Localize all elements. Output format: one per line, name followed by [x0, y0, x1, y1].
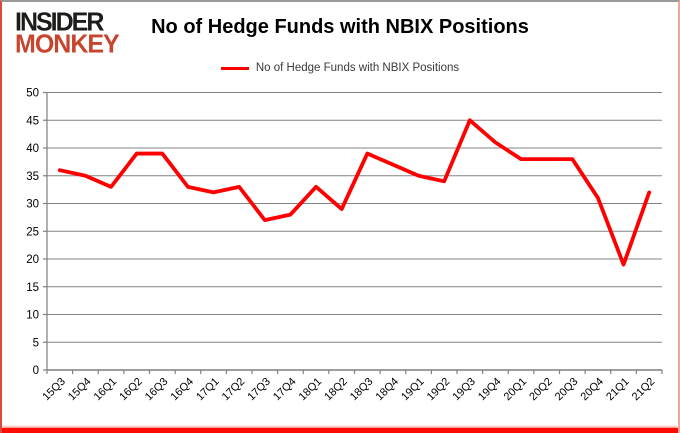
x-tick-label: 19Q2	[425, 376, 453, 404]
x-tick-label: 16Q1	[92, 376, 120, 404]
legend-line-swatch	[220, 66, 249, 70]
x-tick-label: 17Q3	[245, 376, 273, 404]
x-tick-label: 17Q4	[271, 376, 299, 404]
x-tick-label: 19Q1	[399, 376, 427, 404]
x-tick-label: 20Q2	[527, 376, 555, 404]
x-tick-label: 15Q3	[40, 376, 68, 404]
x-tick-label: 17Q1	[194, 376, 222, 404]
y-tick-label: 40	[26, 143, 39, 155]
x-tick-label: 18Q4	[374, 376, 402, 404]
series-line	[57, 118, 652, 267]
x-tick-label: 19Q4	[476, 376, 504, 404]
y-tick-label: 50	[26, 88, 39, 100]
x-tick-label: 18Q1	[297, 376, 325, 404]
y-tick-label: 20	[26, 254, 39, 266]
legend: No of Hedge Funds with NBIX Positions	[2, 62, 678, 74]
y-tick-label: 25	[26, 226, 39, 238]
chart-title: No of Hedge Funds with NBIX Positions	[151, 16, 529, 38]
x-tick-label: 16Q2	[117, 376, 145, 404]
y-tick-label: 0	[33, 365, 39, 377]
x-tick-label: 19Q3	[450, 376, 478, 404]
logo-line-insider: INSIDER	[15, 7, 104, 37]
y-tick-label: 15	[26, 282, 39, 294]
x-tick-label: 17Q2	[220, 376, 248, 404]
x-tick-label: 20Q1	[502, 376, 530, 404]
y-tick-label: 35	[26, 171, 39, 183]
legend-label: No of Hedge Funds with NBIX Positions	[255, 62, 460, 74]
logo-line-monkey: MONKEY	[15, 29, 120, 59]
y-tick-label: 5	[33, 337, 39, 349]
x-tick-label: 18Q3	[348, 376, 376, 404]
x-tick-label: 21Q1	[604, 376, 632, 404]
x-tick-label: 20Q3	[553, 376, 581, 404]
x-tick-label: 15Q4	[66, 376, 94, 404]
x-tick-label: 21Q2	[630, 376, 658, 404]
x-tick-label: 20Q4	[579, 376, 607, 404]
y-tick-label: 10	[26, 310, 39, 322]
frame-bottom-red-bar	[2, 428, 678, 433]
y-tick-label: 30	[26, 199, 39, 211]
x-tick-label: 16Q3	[143, 376, 171, 404]
y-tick-label: 45	[26, 115, 39, 127]
insider-monkey-logo: INSIDER MONKEY	[15, 7, 120, 59]
x-tick-label: 18Q2	[322, 376, 350, 404]
x-tick-label: 16Q4	[169, 376, 197, 404]
